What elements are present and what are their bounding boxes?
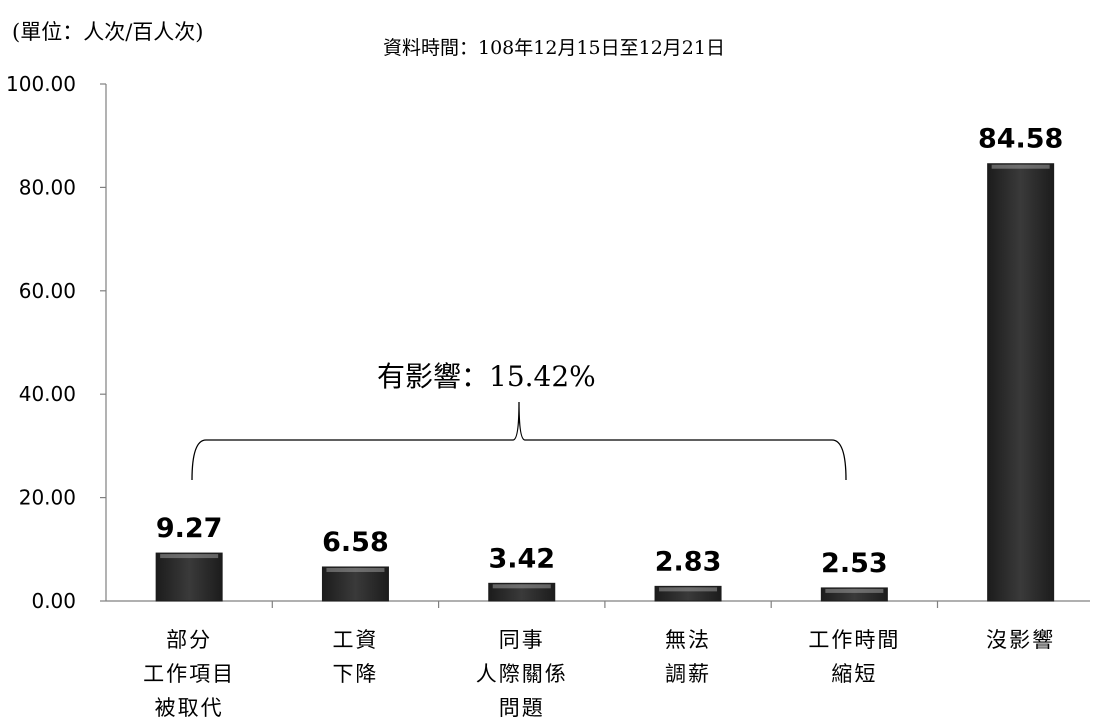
- y-tick-label: 100.00: [6, 72, 76, 96]
- x-category-label: 工作項目: [143, 662, 235, 686]
- x-category-label: 同事: [499, 628, 545, 652]
- bar: [987, 163, 1055, 602]
- bar: [155, 552, 223, 602]
- bar-value-label: 2.83: [655, 546, 722, 577]
- bar-highlight: [326, 567, 385, 572]
- y-tick-label: 60.00: [19, 279, 76, 303]
- unit-label: (單位：人次/百人次): [12, 20, 204, 44]
- annotation-label: 有影響：15.42%: [377, 360, 596, 393]
- bar-highlight: [160, 554, 219, 559]
- x-category-label: 被取代: [155, 696, 224, 720]
- bar-value-label: 9.27: [156, 513, 223, 544]
- x-category-label: 無法: [665, 628, 711, 652]
- x-category-label: 部分: [166, 628, 212, 652]
- y-tick-label: 80.00: [19, 175, 76, 199]
- y-tick-label: 20.00: [19, 486, 76, 510]
- x-category-label: 工作時間: [808, 628, 900, 652]
- x-category-label: 縮短: [831, 662, 877, 686]
- x-category-label: 工資: [332, 628, 378, 652]
- bar-value-label: 6.58: [322, 527, 389, 558]
- annotation-brace: [191, 401, 847, 481]
- bar-value-label: 84.58: [978, 124, 1063, 155]
- bar-highlight: [659, 587, 718, 592]
- bar-value-label: 2.53: [821, 548, 888, 579]
- x-category-label: 人際關係: [476, 662, 568, 686]
- x-category-label: 調薪: [665, 662, 711, 686]
- y-tick-label: 0.00: [31, 589, 76, 613]
- bar-highlight: [492, 584, 551, 589]
- x-category-label: 沒影響: [986, 628, 1055, 652]
- bar: [321, 566, 389, 602]
- bar-highlight: [825, 588, 884, 593]
- x-category-label: 下降: [332, 662, 378, 686]
- bar-value-label: 3.42: [488, 543, 555, 574]
- date-label: 資料時間：108年12月15日至12月21日: [383, 37, 725, 59]
- bar-highlight: [991, 164, 1050, 169]
- x-category-label: 問題: [499, 696, 545, 720]
- y-tick-label: 40.00: [19, 382, 76, 406]
